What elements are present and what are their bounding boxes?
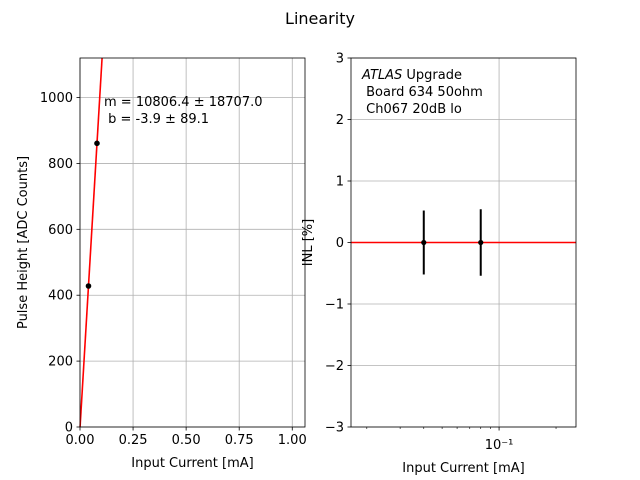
right-x-tick-label: 10⁻¹	[485, 438, 514, 453]
atlas-label: ATLAS Upgrade	[361, 68, 462, 83]
left-y-tick-label: 200	[48, 355, 73, 370]
left-plot-content	[79, 57, 103, 428]
left-y-tick-label: 600	[48, 223, 73, 238]
atlas-italic: ATLAS	[361, 68, 402, 83]
right-y-tick-label: 2	[336, 113, 344, 128]
left-y-tick-label: 1000	[40, 91, 73, 106]
left-x-tick-label: 0.00	[66, 433, 95, 448]
left-x-tick-label: 0.25	[119, 433, 148, 448]
left-data-point	[94, 140, 100, 147]
figure-title: Linearity	[285, 9, 355, 28]
right-ticks: 10⁻¹ −3 −2 −1 0 1 2 3	[325, 52, 557, 453]
right-y-axis-label: INL [%]	[301, 219, 316, 266]
right-y-tick-label: −3	[325, 421, 344, 436]
right-y-tick-label: 1	[336, 175, 344, 190]
right-y-tick-label: 3	[336, 52, 344, 67]
fit-line	[79, 57, 103, 428]
right-y-tick-label: −1	[325, 298, 344, 313]
left-panel: 0.00 0.25 0.50 0.75 1.00 0 200 400 600 800 1000 m …	[16, 57, 307, 471]
left-x-tick-label: 1.00	[278, 433, 307, 448]
channel-label: Ch067 20dB lo	[362, 102, 462, 117]
board-label: Board 634 50ohm	[362, 85, 483, 100]
left-x-tick-label: 0.50	[172, 433, 201, 448]
fit-intercept-annotation: b = -3.9 ± 89.1	[104, 112, 209, 127]
left-y-tick-label: 400	[48, 289, 73, 304]
left-x-tick-label: 0.75	[225, 433, 254, 448]
left-y-tick-label: 0	[65, 421, 73, 436]
left-x-axis-label: Input Current [mA]	[131, 456, 253, 471]
left-y-axis-label: Pulse Height [ADC Counts]	[16, 156, 31, 329]
right-plot-content	[351, 209, 576, 276]
inl-data-point	[421, 239, 427, 246]
right-x-axis-label: Input Current [mA]	[402, 461, 524, 476]
left-data-point	[85, 283, 92, 289]
left-y-tick-label: 800	[48, 157, 73, 172]
right-y-tick-label: −2	[325, 359, 344, 374]
left-ticks: 0.00 0.25 0.50 0.75 1.00 0 200 400 600 800 1000	[40, 91, 307, 448]
inl-data-point	[478, 239, 484, 246]
right-panel: 10⁻¹ −3 −2 −1 0 1 2 3 ATLAS Upgrade Board 634 5…	[301, 52, 577, 476]
atlas-upgrade: Upgrade	[402, 68, 462, 83]
fit-slope-annotation: m = 10806.4 ± 18707.0	[104, 95, 263, 110]
right-y-tick-label: 0	[336, 236, 344, 251]
left-axes-frame	[79, 57, 306, 428]
